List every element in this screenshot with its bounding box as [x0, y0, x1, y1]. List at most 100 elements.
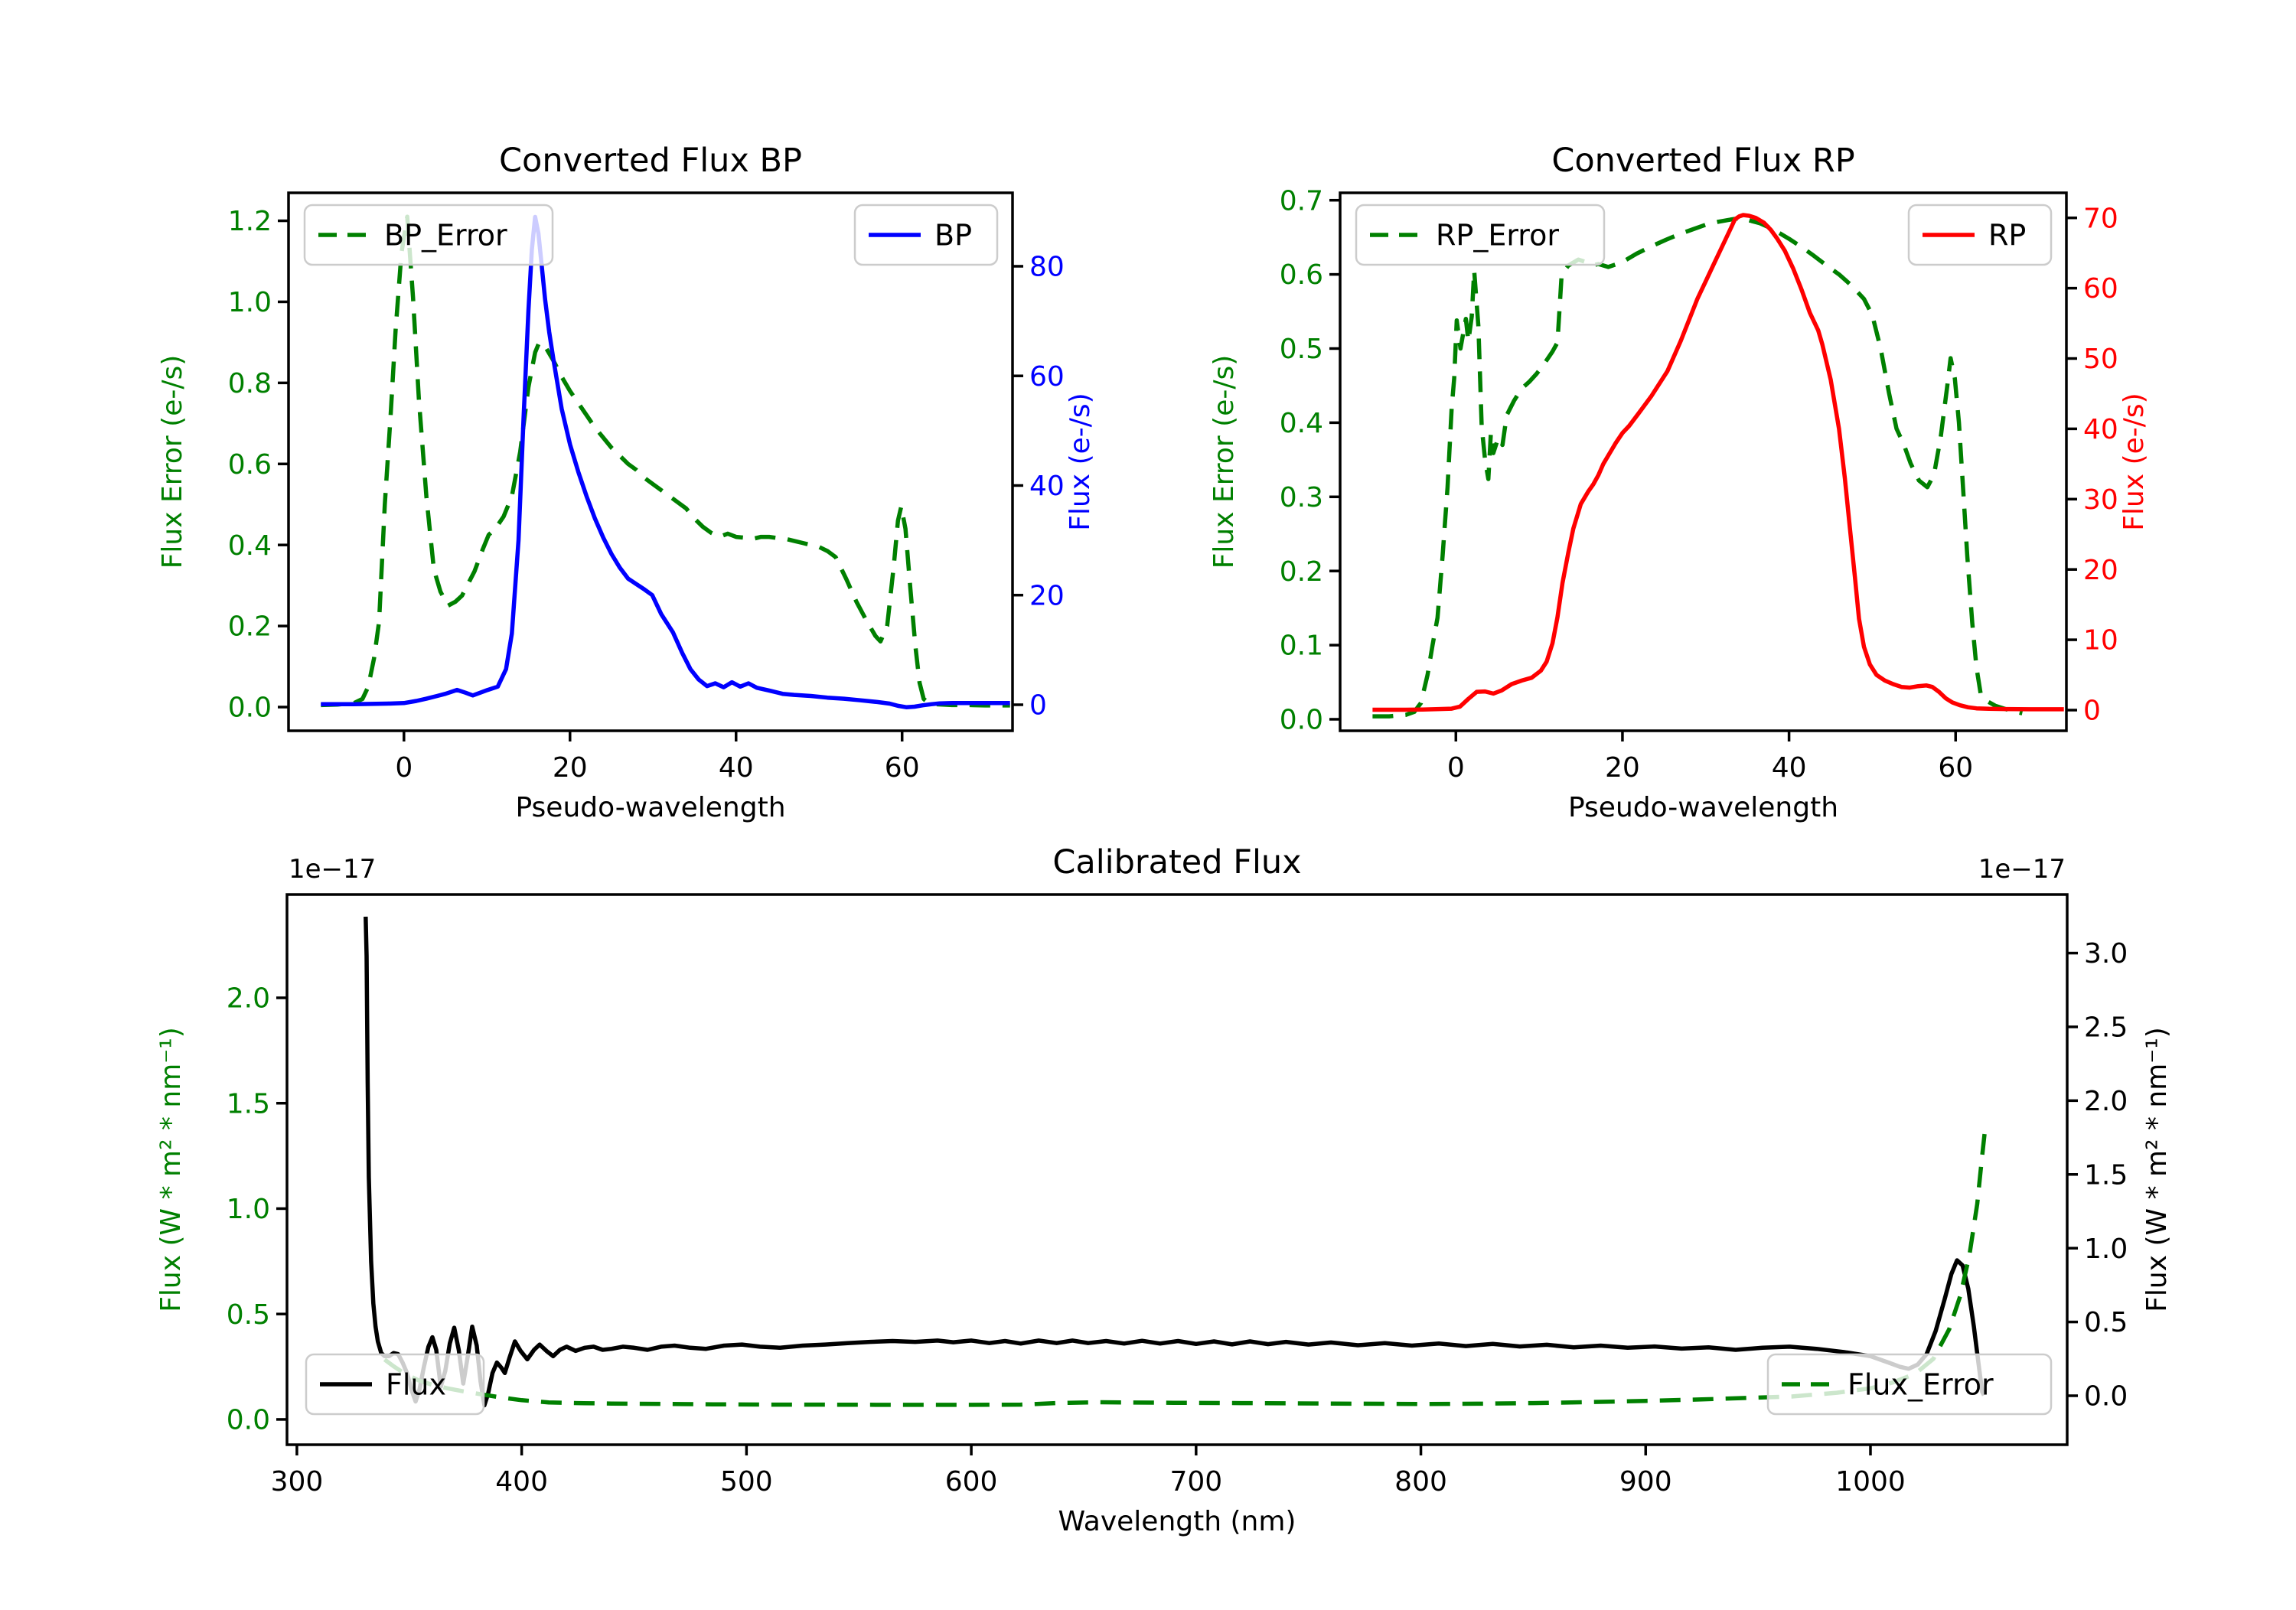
y-tick-label: 1.2	[228, 206, 272, 237]
y-tick-label: 0.4	[1280, 408, 1323, 439]
x-tick-label: 400	[495, 1466, 548, 1498]
right-y-axis: 0 20 40 60 80 Flux (e-/s)	[1013, 252, 1096, 722]
y-tick-label: 0.5	[2084, 1307, 2128, 1338]
y-tick-label: 30	[2083, 484, 2118, 516]
legend-box	[1766, 1353, 2053, 1416]
y-tick-label: 10	[2083, 625, 2118, 657]
y-tick-label: 2.0	[2084, 1086, 2128, 1117]
y-tick-label: 0.6	[228, 449, 272, 481]
left-y-axis: 0.0 0.5 1.0 1.5 2.0 Flux (W * m² * nm⁻¹)	[155, 983, 287, 1436]
legend-label: RP_Error	[1436, 218, 1559, 252]
x-axis: 300 400 500 600 700 800 900 1000 Wavelength (nm)	[271, 1445, 1906, 1537]
y-tick-label: 60	[2083, 273, 2118, 305]
subplot-calibrated: 300 400 500 600 700 800 900 1000 Wavelength (nm)…	[155, 843, 2173, 1537]
legend-flux-error: Flux_Error	[1766, 1353, 2053, 1416]
y-tick-label: 40	[2083, 414, 2118, 445]
x-tick-label: 0	[395, 752, 413, 784]
y-tick-label: 0	[1029, 690, 1047, 722]
x-tick-label: 20	[553, 752, 588, 784]
y-tick-label: 0.7	[1280, 185, 1323, 217]
y-tick-label: 0.0	[1280, 705, 1323, 736]
right-y-axis: 0.0 0.5 1.0 1.5 2.0 2.5 3.0 Flux (W * m² * nm⁻¹…	[2067, 938, 2173, 1413]
y-tick-label: 1.5	[227, 1088, 270, 1120]
legend-bp: BP	[853, 204, 999, 266]
y-tick-label: 40	[1029, 471, 1065, 502]
axes-spines	[285, 893, 2069, 1446]
subplot-title: Calibrated Flux	[1052, 843, 1301, 882]
legend-box	[305, 1353, 485, 1416]
y-tick-label: 1.5	[2084, 1159, 2128, 1191]
x-tick-label: 40	[1772, 752, 1807, 784]
x-axis-label: Pseudo-wavelength	[1568, 792, 1838, 823]
y-tick-label: 0.5	[227, 1299, 270, 1331]
legend-flux: Flux	[305, 1353, 485, 1416]
y-tick-label: 2.5	[2084, 1012, 2128, 1044]
x-tick-label: 60	[1938, 752, 1973, 784]
y-tick-label: 0.2	[1280, 556, 1323, 588]
legend-rp-error: RP_Error	[1355, 204, 1606, 266]
legend-rp: RP	[1907, 204, 2053, 266]
y-tick-label: 0.3	[1280, 482, 1323, 513]
legend-box	[303, 204, 554, 266]
legend-label: BP	[934, 218, 972, 252]
left-y-axis-label: Flux Error (e-/s)	[157, 355, 188, 569]
y-tick-label: 0.8	[228, 368, 272, 399]
x-tick-label: 60	[885, 752, 920, 784]
y-tick-label: 0.0	[2084, 1381, 2128, 1413]
subplot-rp: 0 20 40 60 Pseudo-wavelength 0.0 0.1 0.2 0.3 0.4 0…	[1208, 142, 2150, 823]
x-tick-label: 20	[1605, 752, 1640, 784]
x-axis: 0 20 40 60 Pseudo-wavelength	[1447, 731, 1973, 823]
y-tick-label: 0.1	[1280, 631, 1323, 662]
y-tick-label: 60	[1029, 361, 1065, 393]
series-rp-error	[1372, 216, 2023, 719]
legend-bp-error: BP_Error	[303, 204, 554, 266]
subplot-title: Converted Flux BP	[499, 142, 802, 180]
legend-label: Flux_Error	[1848, 1367, 1994, 1401]
legend-box	[1907, 204, 2053, 266]
left-y-axis: 0.0 0.2 0.4 0.6 0.8 1.0 1.2 Flux Error (e-/s)	[157, 206, 289, 724]
x-tick-label: 1000	[1835, 1466, 1906, 1498]
y-tick-label: 50	[2083, 344, 2118, 375]
axes-spines	[287, 191, 1014, 732]
left-y-axis-label: Flux (W * m² * nm⁻¹)	[155, 1027, 187, 1312]
x-axis-label: Wavelength (nm)	[1058, 1506, 1296, 1537]
x-tick-label: 500	[720, 1466, 773, 1498]
subplot-bp: 0 20 40 60 Pseudo-wavelength 0.0 0.2 0.4 0.6 0.8 1…	[157, 142, 1096, 823]
right-y-axis-label: Flux (e-/s)	[1065, 393, 1096, 530]
y-tick-label: 3.0	[2084, 938, 2128, 970]
right-y-axis-label: Flux (e-/s)	[2118, 393, 2150, 530]
axes-spines	[1339, 191, 2068, 732]
y-tick-label: 1.0	[228, 287, 272, 318]
x-tick-label: 40	[719, 752, 754, 784]
right-y-axis: 0 10 20 30 40 50 60 70 Flux (e-/s)	[2066, 203, 2150, 727]
y-tick-label: 0.0	[227, 1405, 270, 1436]
y-tick-label: 1.0	[2084, 1234, 2128, 1265]
y-tick-label: 0.6	[1280, 259, 1323, 291]
y-tick-label: 20	[1029, 580, 1065, 611]
legend-box	[1355, 204, 1606, 266]
left-y-axis: 0.0 0.1 0.2 0.3 0.4 0.5 0.6 0.7 Flux Error (e-/s…	[1208, 185, 1340, 736]
y-tick-label: 70	[2083, 203, 2118, 234]
y-tick-label: 80	[1029, 252, 1065, 283]
x-tick-label: 0	[1447, 752, 1465, 784]
left-offset-text: 1e−17	[289, 854, 376, 885]
x-axis: 0 20 40 60 Pseudo-wavelength	[395, 731, 920, 823]
y-tick-label: 1.0	[227, 1194, 270, 1225]
series-bp	[321, 214, 1010, 709]
y-tick-label: 0.4	[228, 530, 272, 562]
left-y-axis-label: Flux Error (e-/s)	[1208, 355, 1240, 569]
x-tick-label: 700	[1169, 1466, 1222, 1498]
y-tick-label: 0	[2083, 696, 2101, 727]
right-offset-text: 1e−17	[1978, 854, 2066, 885]
y-tick-label: 0.2	[228, 611, 272, 643]
x-tick-label: 600	[945, 1466, 998, 1498]
y-tick-label: 20	[2083, 555, 2118, 586]
legend-label: RP	[1988, 218, 2026, 252]
x-tick-label: 800	[1394, 1466, 1447, 1498]
y-tick-label: 0.0	[228, 693, 272, 724]
legend-box	[853, 204, 999, 266]
series-bp-error	[321, 214, 1010, 708]
legend-label: Flux	[386, 1367, 446, 1401]
